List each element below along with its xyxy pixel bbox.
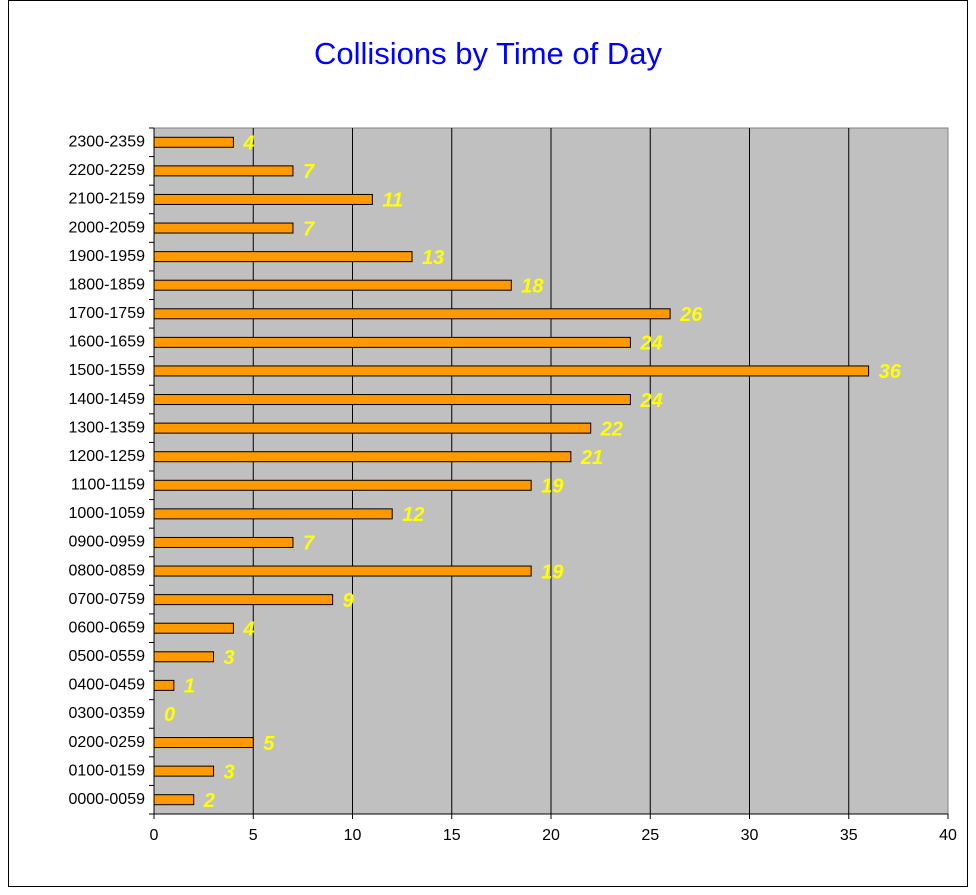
bar bbox=[153, 193, 373, 205]
y-tick-label: 0700-0759 bbox=[68, 591, 145, 608]
y-tick-label: 1600-1659 bbox=[68, 334, 145, 351]
bar bbox=[153, 679, 175, 691]
y-tick-label: 1700-1759 bbox=[68, 305, 145, 322]
value-label: 0 bbox=[164, 704, 175, 726]
bar bbox=[153, 508, 393, 520]
bar bbox=[153, 136, 234, 148]
value-label: 12 bbox=[402, 504, 424, 526]
y-tick-label: 0500-0559 bbox=[68, 648, 145, 665]
y-tick-label: 0400-0459 bbox=[68, 677, 145, 694]
y-tick-label: 1100-1159 bbox=[71, 477, 145, 494]
bar bbox=[153, 794, 195, 806]
value-label: 7 bbox=[303, 218, 315, 240]
y-tick-label: 0100-0159 bbox=[68, 762, 145, 779]
bar bbox=[153, 565, 532, 577]
bar bbox=[153, 479, 532, 491]
y-tick-label: 1400-1459 bbox=[68, 391, 145, 408]
bar bbox=[153, 536, 294, 548]
x-tick-label: 20 bbox=[542, 827, 560, 844]
bar bbox=[153, 251, 413, 263]
y-tick-label: 2300-2359 bbox=[68, 134, 145, 151]
bar bbox=[153, 394, 631, 406]
bar bbox=[153, 737, 254, 749]
x-tick-label: 30 bbox=[741, 827, 759, 844]
value-label: 36 bbox=[879, 361, 902, 383]
chart-title: Collisions by Time of Day bbox=[314, 36, 663, 71]
bar bbox=[153, 279, 512, 291]
bar bbox=[153, 651, 215, 663]
bar bbox=[153, 336, 631, 348]
value-label: 7 bbox=[303, 161, 315, 183]
bar bbox=[153, 365, 870, 377]
bar bbox=[153, 451, 572, 463]
y-tick-label: 2000-2059 bbox=[68, 219, 145, 236]
x-tick-label: 15 bbox=[443, 827, 461, 844]
y-tick-label: 0000-0059 bbox=[68, 791, 145, 808]
y-tick-label: 0300-0359 bbox=[68, 705, 145, 722]
bar bbox=[153, 765, 215, 777]
x-tick-label: 10 bbox=[344, 827, 362, 844]
value-label: 21 bbox=[580, 447, 603, 469]
value-label: 18 bbox=[521, 275, 544, 297]
value-label: 4 bbox=[242, 618, 254, 640]
bar bbox=[153, 594, 334, 606]
value-label: 2 bbox=[203, 790, 215, 812]
x-tick-label: 35 bbox=[840, 827, 858, 844]
bar bbox=[153, 165, 294, 177]
value-label: 13 bbox=[422, 247, 444, 269]
bar bbox=[153, 222, 294, 234]
value-label: 5 bbox=[263, 733, 275, 755]
bar bbox=[153, 622, 234, 634]
value-label: 9 bbox=[343, 590, 355, 612]
x-tick-label: 0 bbox=[150, 827, 159, 844]
value-label: 3 bbox=[224, 647, 235, 669]
x-tick-label: 40 bbox=[939, 827, 957, 844]
value-label: 26 bbox=[679, 304, 703, 326]
value-label: 11 bbox=[382, 190, 403, 212]
value-label: 1 bbox=[184, 676, 195, 698]
y-tick-label: 1800-1859 bbox=[68, 276, 145, 293]
x-tick-label: 5 bbox=[249, 827, 258, 844]
bar bbox=[153, 308, 671, 320]
y-tick-label: 1900-1959 bbox=[68, 248, 145, 265]
value-label: 19 bbox=[541, 476, 564, 498]
y-tick-label: 1000-1059 bbox=[68, 505, 145, 522]
y-tick-label: 1200-1259 bbox=[68, 448, 145, 465]
x-tick-label: 25 bbox=[641, 827, 659, 844]
value-label: 3 bbox=[224, 761, 235, 783]
y-tick-label: 2100-2159 bbox=[68, 191, 145, 208]
y-tick-label: 0600-0659 bbox=[68, 619, 145, 636]
value-label: 4 bbox=[242, 133, 254, 155]
value-label: 24 bbox=[639, 333, 662, 355]
value-label: 19 bbox=[541, 561, 564, 583]
value-label: 24 bbox=[639, 390, 662, 412]
y-tick-label: 1500-1559 bbox=[68, 362, 145, 379]
y-tick-label: 2200-2259 bbox=[68, 162, 145, 179]
value-label: 22 bbox=[600, 418, 623, 440]
y-tick-label: 0200-0259 bbox=[68, 734, 145, 751]
bar bbox=[153, 422, 592, 434]
y-tick-label: 0900-0959 bbox=[68, 534, 145, 551]
y-tick-label: 0800-0859 bbox=[68, 562, 145, 579]
value-label: 7 bbox=[303, 533, 315, 555]
y-tick-label: 1300-1359 bbox=[68, 419, 145, 436]
